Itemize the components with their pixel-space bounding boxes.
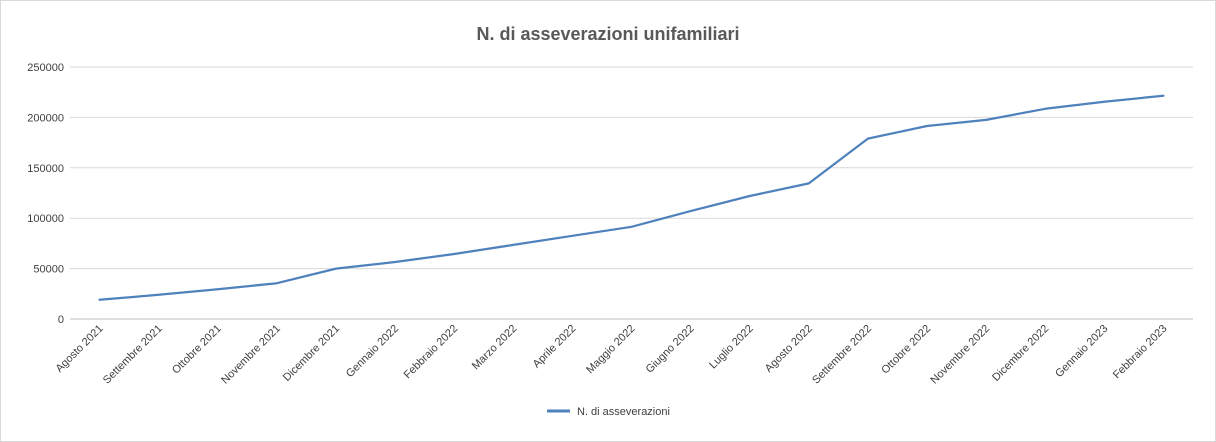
x-tick-label: Ottobre 2021	[170, 323, 224, 377]
x-tick-label: Marzo 2022	[470, 323, 520, 373]
y-tick-label: 0	[58, 314, 64, 326]
x-tick-label: Novembre 2022	[928, 323, 992, 387]
x-tick-label: Dicembre 2022	[990, 323, 1051, 384]
x-tick-label: Gennaio 2023	[1053, 323, 1110, 380]
x-tick-label: Settembre 2022	[810, 323, 874, 387]
gridlines	[70, 66, 1193, 320]
x-tick-label: Febbraio 2022	[402, 323, 461, 382]
series-line	[98, 94, 1165, 301]
x-tick-label: Febbraio 2023	[1111, 323, 1170, 382]
x-tick-label: Giugno 2022	[644, 323, 697, 376]
x-tick-label: Ottobre 2022	[879, 323, 933, 377]
chart-title: N. di asseverazioni unifamiliari	[476, 24, 739, 44]
x-tick-label: Maggio 2022	[584, 323, 637, 376]
x-tick-label: Settembre 2021	[101, 323, 165, 387]
y-tick-label: 200000	[27, 112, 64, 124]
legend-label: N. di asseverazioni	[577, 406, 670, 418]
y-axis-ticks: 0 50000 100000 150000 200000 250000	[27, 62, 64, 326]
x-tick-label: Luglio 2022	[707, 323, 756, 372]
x-tick-label: Novembre 2021	[219, 323, 283, 387]
x-tick-label: Agosto 2021	[54, 323, 106, 375]
y-tick-label: 100000	[27, 213, 64, 225]
y-tick-label: 50000	[33, 264, 64, 276]
x-tick-label: Gennaio 2022	[344, 323, 401, 380]
x-tick-label: Dicembre 2021	[281, 323, 342, 384]
x-tick-label: Aprile 2022	[531, 323, 579, 371]
y-tick-label: 150000	[27, 163, 64, 175]
series-lines	[98, 94, 1165, 301]
y-tick-label: 250000	[27, 62, 64, 74]
x-tick-label: Agosto 2022	[763, 323, 815, 375]
legend: N. di asseverazioni	[547, 406, 670, 418]
